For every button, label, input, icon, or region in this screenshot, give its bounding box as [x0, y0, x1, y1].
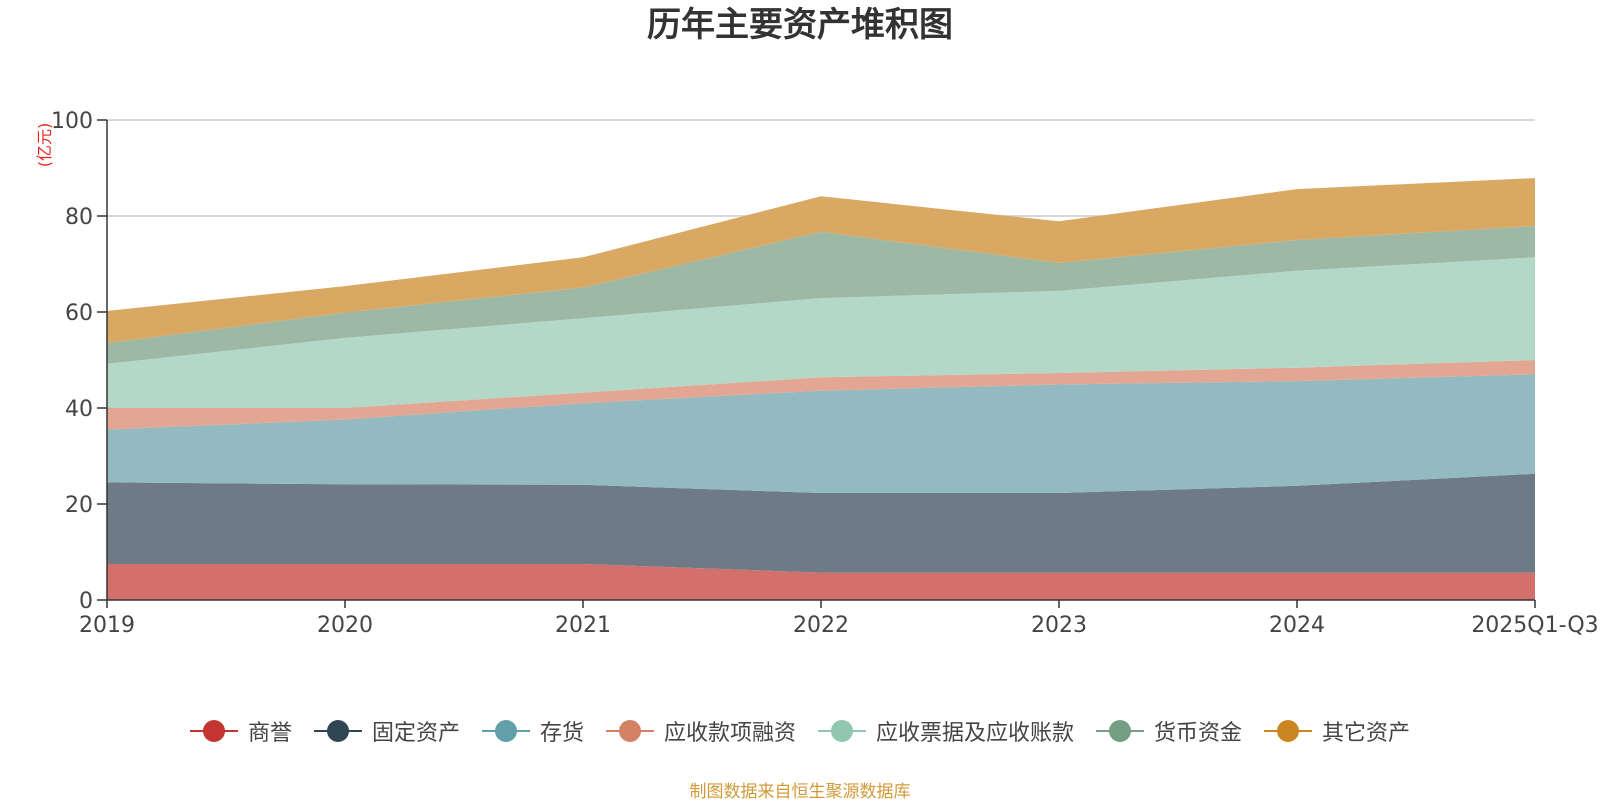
- legend-label: 其它资产: [1322, 721, 1411, 746]
- legend-item-7[interactable]: 其它资产: [1264, 715, 1410, 747]
- legend-marker-icon: [1264, 718, 1313, 744]
- legend-marker-icon: [313, 718, 362, 744]
- legend-label: 货币资金: [1154, 721, 1243, 746]
- x-tick-label: 2020: [317, 613, 373, 638]
- axes: [97, 119, 1536, 608]
- area-series-1: [107, 564, 1535, 600]
- x-tick-label: 2021: [555, 613, 611, 638]
- x-tick-label: 2025Q1-Q3: [1471, 613, 1598, 638]
- legend-label: 固定资产: [371, 721, 460, 746]
- x-tick-label: 2022: [793, 613, 849, 638]
- y-tick-label: 40: [65, 397, 93, 422]
- legend-dot-icon: [1277, 720, 1300, 742]
- legend-label: 存货: [539, 721, 584, 746]
- legend-dot-icon: [831, 720, 853, 742]
- legend-marker-icon: [481, 718, 530, 744]
- area-series-4: [107, 360, 1535, 430]
- legend-dot-icon: [494, 720, 517, 742]
- area-series-6: [107, 226, 1535, 364]
- x-tick-label: 2023: [1031, 613, 1087, 638]
- y-tick-label: 20: [65, 493, 93, 518]
- legend-item-6[interactable]: 货币资金: [1096, 715, 1242, 747]
- legend-marker-icon: [1096, 718, 1145, 744]
- legend-item-5[interactable]: 应收票据及应收账款: [818, 715, 1074, 747]
- data-source-note: 制图数据来自恒生聚源数据库: [689, 782, 911, 802]
- y-tick-label: 0: [79, 589, 93, 614]
- legend-label: 应收款项融资: [663, 721, 796, 746]
- legend-label: 应收票据及应收账款: [876, 721, 1075, 746]
- chart-title: 历年主要资产堆积图: [647, 5, 953, 45]
- y-axis-unit: (亿元): [35, 123, 54, 168]
- legend-label: 商誉: [247, 721, 292, 746]
- legend-dot-icon: [202, 720, 225, 742]
- chart-legend: 商誉 固定资产 存货 应收款项融资 应收票据及应收账款 货币资金 其它资产: [0, 715, 1600, 747]
- legend-dot-icon: [1109, 720, 1132, 742]
- area-series-3: [107, 374, 1535, 493]
- y-tick-label: 100: [51, 109, 93, 134]
- x-tick-label: 2024: [1269, 613, 1325, 638]
- legend-item-1[interactable]: 商誉: [189, 715, 292, 747]
- legend-marker-icon: [605, 718, 654, 744]
- area-series-group: [107, 178, 1535, 600]
- legend-marker-icon: [189, 718, 238, 744]
- legend-dot-icon: [618, 720, 641, 742]
- legend-item-4[interactable]: 应收款项融资: [605, 715, 796, 747]
- legend-item-2[interactable]: 固定资产: [313, 715, 460, 747]
- area-series-2: [107, 473, 1535, 573]
- x-tick-labels: 2019 2020 2021 2022 2023 2024 2025Q1-Q3: [79, 613, 1599, 638]
- area-series-5: [107, 257, 1535, 408]
- y-tick-label: 80: [65, 205, 93, 230]
- y-tick-labels: 0 20 40 60 80 100: [51, 109, 93, 614]
- legend-dot-icon: [326, 720, 349, 742]
- legend-marker-icon: [818, 718, 866, 744]
- area-series-7: [107, 178, 1535, 344]
- x-tick-label: 2019: [79, 613, 135, 638]
- legend-item-3[interactable]: 存货: [481, 715, 584, 747]
- y-tick-label: 60: [65, 301, 93, 326]
